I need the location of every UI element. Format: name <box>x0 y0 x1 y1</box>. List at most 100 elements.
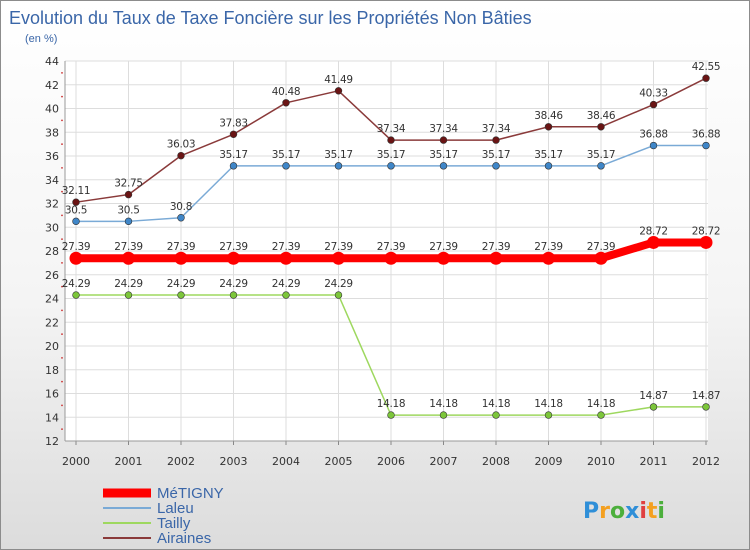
x-tick-label: 2012 <box>692 455 720 468</box>
data-label-laleu: 30.5 <box>65 204 87 216</box>
point-metigny <box>174 251 188 265</box>
y-minor-tick <box>61 119 63 122</box>
legend-label-tailly: Tailly <box>157 515 191 532</box>
y-tick-label: 22 <box>45 316 59 329</box>
series-lines <box>69 74 713 419</box>
data-label-metigny: 27.39 <box>587 241 616 253</box>
y-minor-tick <box>61 190 63 193</box>
chart-title: Evolution du Taux de Taxe Foncière sur l… <box>9 8 532 28</box>
point-metigny <box>384 251 398 265</box>
data-label-airaines: 32.75 <box>114 178 143 190</box>
x-tick-label: 2006 <box>377 455 405 468</box>
y-minor-tick <box>61 380 63 383</box>
data-label-tailly: 14.87 <box>639 390 668 402</box>
x-tick-label: 2000 <box>62 455 90 468</box>
proxiti-logo: Proxiti <box>583 499 665 524</box>
data-label-airaines: 37.34 <box>482 123 511 135</box>
point-tailly <box>124 291 133 299</box>
y-tick-label: 16 <box>45 388 59 401</box>
y-minor-tick <box>61 261 63 264</box>
y-tick-label: 30 <box>45 221 59 234</box>
data-label-tailly: 14.18 <box>534 398 563 410</box>
data-label-airaines: 40.48 <box>272 86 301 98</box>
proxiti-letter: i <box>657 499 665 524</box>
y-minor-tick <box>61 285 63 288</box>
data-label-airaines: 38.46 <box>534 110 563 122</box>
point-tailly <box>597 411 605 419</box>
data-label-airaines: 36.03 <box>167 139 196 151</box>
point-metigny <box>489 251 503 265</box>
legend-label-airaines: Airaines <box>157 530 211 547</box>
point-laleu <box>177 214 185 222</box>
data-label-tailly: 14.18 <box>587 398 616 410</box>
data-label-laleu: 35.17 <box>219 149 248 161</box>
data-label-metigny: 27.39 <box>534 241 563 253</box>
x-tick-label: 2004 <box>272 455 300 468</box>
data-label-airaines: 37.34 <box>377 123 406 135</box>
data-label-airaines: 32.11 <box>62 185 91 197</box>
y-minor-tick <box>61 404 63 407</box>
point-laleu <box>124 217 133 226</box>
data-label-metigny: 27.39 <box>324 241 353 253</box>
x-tick-label: 2003 <box>220 455 248 468</box>
point-laleu <box>544 162 553 170</box>
y-minor-tick <box>61 428 63 431</box>
point-tailly <box>282 291 290 299</box>
data-label-laleu: 35.17 <box>324 149 353 161</box>
point-laleu <box>334 162 343 170</box>
point-tailly <box>177 291 185 299</box>
proxiti-letter: x <box>625 499 639 524</box>
point-metigny <box>122 251 135 265</box>
point-tailly <box>72 291 80 299</box>
point-tailly <box>387 411 395 419</box>
x-tick-label: 2002 <box>167 455 195 468</box>
y-tick-label: 32 <box>45 198 59 211</box>
data-label-metigny: 27.39 <box>62 241 91 253</box>
data-label-airaines: 42.55 <box>692 61 721 73</box>
point-tailly <box>334 291 343 299</box>
point-metigny <box>279 251 293 265</box>
x-tick-label: 2005 <box>325 455 353 468</box>
y-minor-tick <box>61 214 63 217</box>
data-label-tailly: 14.18 <box>377 398 406 410</box>
data-label-metigny: 27.39 <box>272 241 301 253</box>
y-tick-label: 28 <box>45 245 59 258</box>
chart-subtitle: (en %) <box>25 33 57 45</box>
data-label-tailly: 24.29 <box>62 278 91 290</box>
point-airaines <box>229 130 238 138</box>
legend-label-metigny: MéTIGNY <box>157 485 224 502</box>
point-laleu <box>387 162 395 170</box>
data-label-laleu: 30.5 <box>117 204 139 216</box>
y-tick-label: 40 <box>45 103 59 116</box>
point-laleu <box>229 162 238 170</box>
y-tick-label: 26 <box>45 269 59 282</box>
data-label-metigny: 27.39 <box>429 241 458 253</box>
x-tick-label: 2011 <box>640 455 668 468</box>
point-laleu <box>649 141 658 150</box>
y-minor-tick <box>61 143 63 146</box>
y-minor-tick <box>61 71 63 74</box>
data-label-metigny: 28.72 <box>692 225 721 237</box>
point-metigny <box>227 251 240 265</box>
y-tick-label: 34 <box>45 174 59 187</box>
point-tailly <box>544 411 553 419</box>
point-laleu <box>439 162 448 170</box>
data-label-laleu: 35.17 <box>534 149 563 161</box>
data-label-laleu: 35.17 <box>377 149 406 161</box>
point-metigny <box>594 251 608 265</box>
x-tick-label: 2001 <box>115 455 143 468</box>
point-laleu <box>702 141 710 150</box>
point-metigny <box>437 251 450 265</box>
data-label-laleu: 35.17 <box>272 149 301 161</box>
point-laleu <box>597 162 605 170</box>
point-tailly <box>492 411 500 419</box>
data-label-metigny: 27.39 <box>482 241 511 253</box>
data-label-tailly: 24.29 <box>324 278 353 290</box>
point-airaines <box>492 136 500 144</box>
y-tick-label: 44 <box>45 55 59 68</box>
data-label-tailly: 24.29 <box>219 278 248 290</box>
data-label-laleu: 35.17 <box>429 149 458 161</box>
